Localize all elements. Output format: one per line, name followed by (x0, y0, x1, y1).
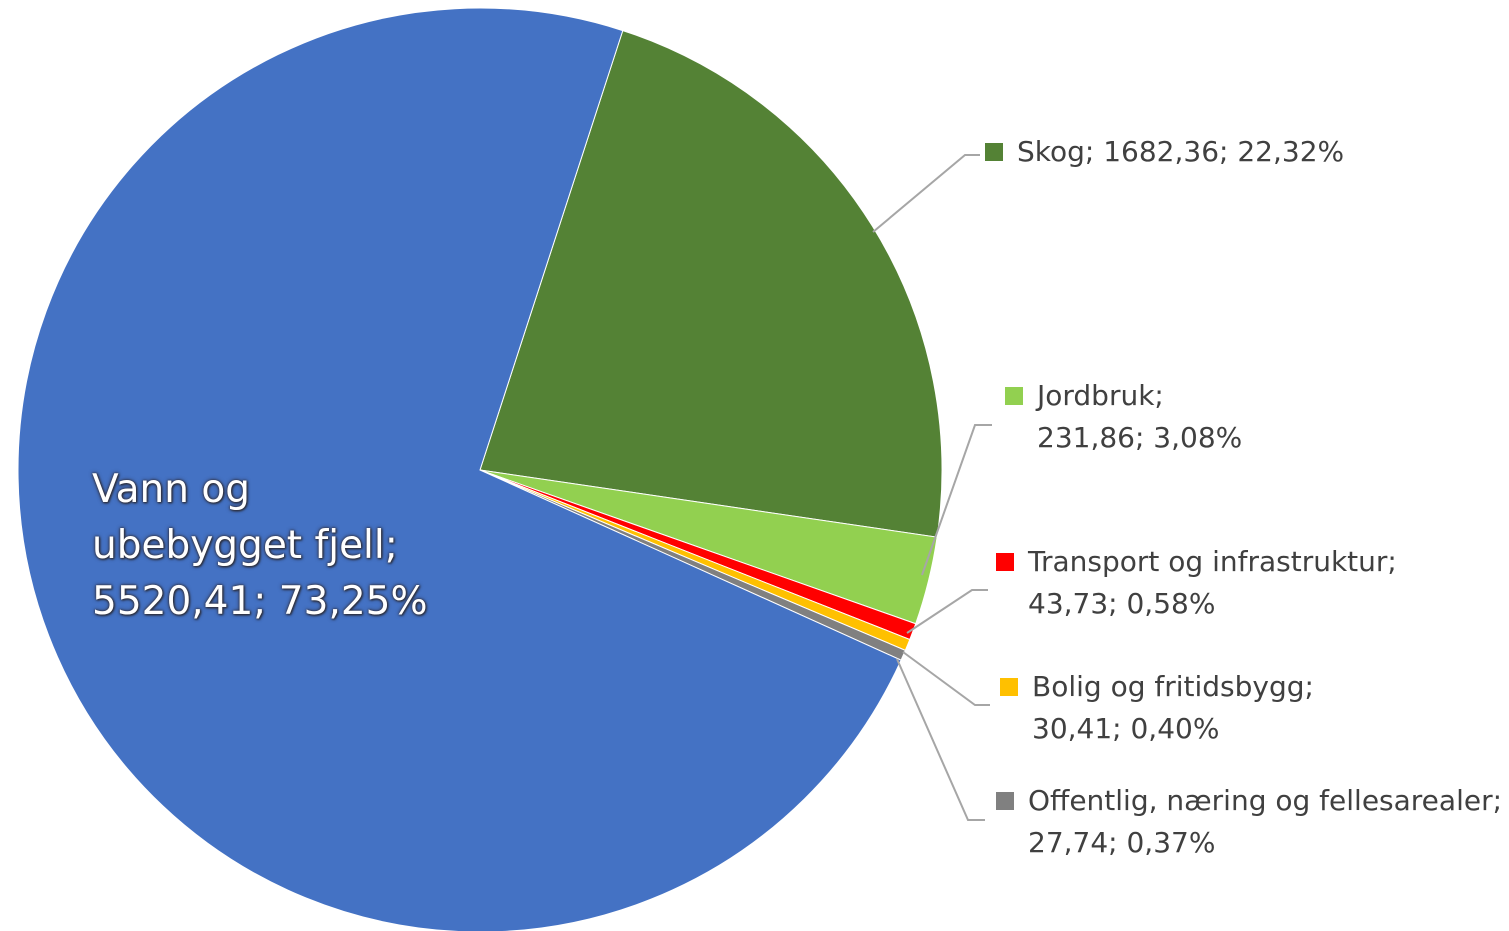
legend-key-offentlig (996, 792, 1014, 810)
data-label-vann-line2: ubebygget fjell; (92, 523, 398, 568)
data-label-jordbruk-line2: 231,86; 3,08% (1037, 421, 1243, 454)
data-label-offentlig: Offentlig, næring og fellesarealer; 27,7… (996, 780, 1502, 864)
data-label-bolig-line2: 30,41; 0,40% (1032, 712, 1220, 745)
pie-slice-skog (479, 29, 943, 538)
data-label-skog-text: Skog; 1682,36; 22,32% (1017, 135, 1345, 168)
leader-line-transport (906, 589, 988, 634)
data-label-transport: Transport og infrastruktur; 43,73; 0,58% (996, 541, 1397, 625)
data-label-vann-line1: Vann og (92, 467, 250, 512)
legend-key-transport (996, 553, 1014, 571)
data-label-jordbruk: Jordbruk; 231,86; 3,08% (1005, 375, 1242, 459)
data-label-bolig-line1: Bolig og fritidsbygg; (1032, 670, 1314, 703)
pie-slice-vann-og-ubebygget-fjell (17, 7, 902, 931)
data-label-transport-line1: Transport og infrastruktur; (1028, 545, 1397, 578)
leader-line-bolig (902, 651, 990, 706)
leader-line-skog (872, 154, 980, 233)
data-label-offentlig-line2: 27,74; 0,37% (1028, 826, 1216, 859)
data-label-offentlig-line1: Offentlig, næring og fellesarealer; (1028, 784, 1503, 817)
data-label-vann-line3: 5520,41; 73,25% (92, 579, 428, 624)
leader-line-jordbruk (921, 424, 992, 576)
data-label-transport-line2: 43,73; 0,58% (1028, 587, 1216, 620)
data-label-vann: Vann og ubebygget fjell; 5520,41; 73,25% (92, 462, 428, 630)
legend-key-bolig (1000, 678, 1018, 696)
data-label-skog: Skog; 1682,36; 22,32% (985, 131, 1344, 173)
legend-key-jordbruk (1005, 387, 1023, 405)
data-label-bolig: Bolig og fritidsbygg; 30,41; 0,40% (1000, 666, 1314, 750)
data-label-jordbruk-line1: Jordbruk; (1037, 379, 1164, 412)
legend-key-skog (985, 143, 1003, 161)
leader-line-offentlig (896, 658, 985, 821)
